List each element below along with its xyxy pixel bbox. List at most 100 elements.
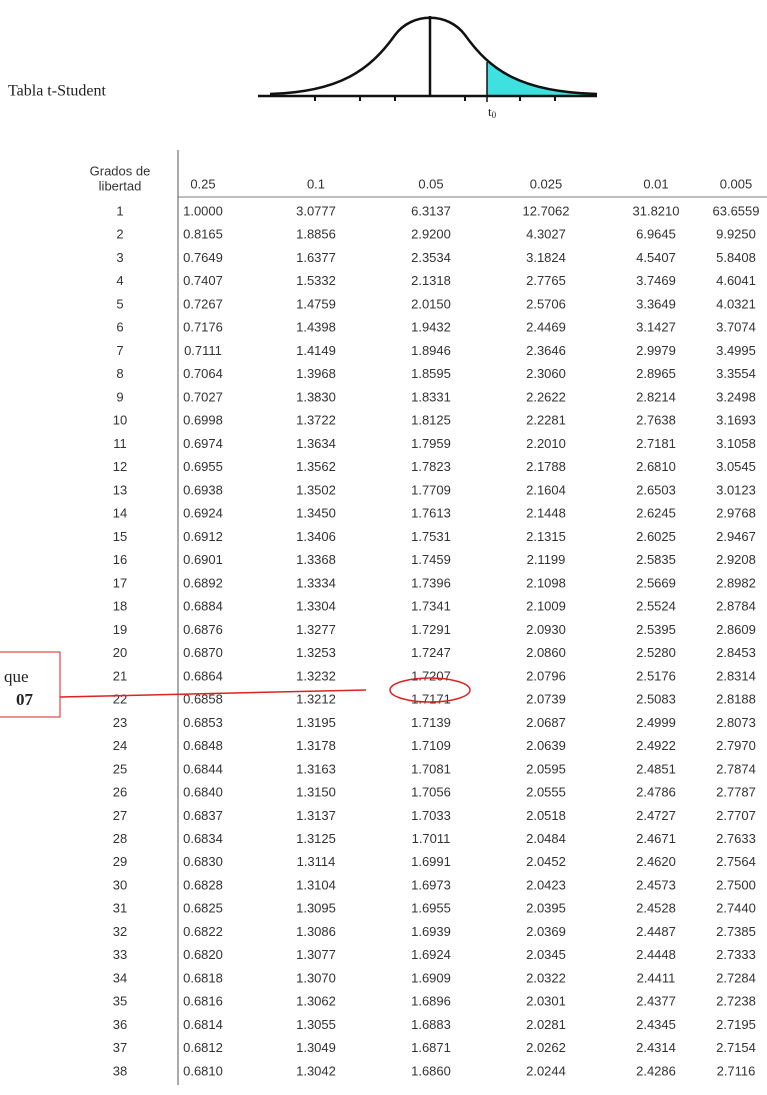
- cell: 1.8946: [411, 343, 451, 358]
- cell: 1.9432: [411, 320, 451, 335]
- cell: 2.1009: [526, 599, 566, 614]
- cell: 2.1315: [526, 529, 566, 544]
- cell: 3.1058: [716, 436, 756, 451]
- cell: 2.1788: [526, 459, 566, 474]
- t0: t: [488, 104, 492, 119]
- cell: 2.9208: [716, 552, 756, 567]
- cell: 0.6870: [183, 645, 223, 660]
- cell: 2.4620: [636, 854, 676, 869]
- cell: 2.8073: [716, 715, 756, 730]
- cell: 2.7638: [636, 413, 676, 428]
- cell: 1.3077: [296, 947, 336, 962]
- cell: 1.6955: [411, 901, 451, 916]
- df-cell: 3: [116, 250, 123, 265]
- cell: 2.4377: [636, 994, 676, 1009]
- cell: 2.0739: [526, 692, 566, 707]
- cell: 2.6503: [636, 482, 676, 497]
- cell: 2.0452: [526, 854, 566, 869]
- df-cell: 16: [113, 552, 127, 567]
- cell: 1.8331: [411, 389, 451, 404]
- cell: 2.0796: [526, 668, 566, 683]
- cell: 2.3060: [526, 366, 566, 381]
- df-cell: 4: [116, 273, 123, 288]
- cell: 2.7874: [716, 761, 756, 776]
- cell: 0.6820: [183, 947, 223, 962]
- cell: 2.1318: [411, 273, 451, 288]
- cell: 2.4528: [636, 901, 676, 916]
- cell: 0.6955: [183, 459, 223, 474]
- df-cell: 6: [116, 320, 123, 335]
- cell: 0.6974: [183, 436, 223, 451]
- cell: 1.7959: [411, 436, 451, 451]
- cell: 1.7613: [411, 506, 451, 521]
- cell: 1.7291: [411, 622, 451, 637]
- df-cell: 38: [113, 1063, 127, 1078]
- cell: 1.7341: [411, 599, 451, 614]
- cell: 2.0930: [526, 622, 566, 637]
- cell: 3.7074: [716, 320, 756, 335]
- cell: 2.4345: [636, 1017, 676, 1032]
- cell: 1.3562: [296, 459, 336, 474]
- cell: 0.6837: [183, 808, 223, 823]
- cell: 2.4786: [636, 785, 676, 800]
- df-cell: 12: [113, 459, 127, 474]
- cell: 2.1199: [527, 552, 566, 567]
- df-cell: 25: [113, 761, 127, 776]
- cell: 1.7081: [411, 761, 451, 776]
- cell: 1.3368: [296, 552, 336, 567]
- cell: 2.1448: [526, 506, 566, 521]
- cell: 3.1693: [716, 413, 756, 428]
- cell: 2.0423: [526, 877, 566, 892]
- cell: 0.6814: [183, 1017, 223, 1032]
- df-cell: 15: [113, 529, 127, 544]
- cell: 3.4995: [716, 343, 756, 358]
- cell: 2.2622: [526, 389, 566, 404]
- cell: 1.3086: [296, 924, 336, 939]
- cell: 0.7407: [183, 273, 223, 288]
- cell: 1.3450: [296, 506, 336, 521]
- cell: 1.3634: [296, 436, 336, 451]
- df-cell: 21: [113, 668, 127, 683]
- df-cell: 10: [113, 413, 127, 428]
- cell: 0.6810: [183, 1063, 223, 1078]
- cell: 2.8314: [716, 668, 756, 683]
- cell: 2.7787: [716, 785, 756, 800]
- cell: 2.8609: [716, 622, 756, 637]
- cell: 3.1824: [526, 250, 566, 265]
- cell: 2.4411: [637, 970, 676, 985]
- cell: 2.7116: [717, 1063, 756, 1078]
- annotation-text: que: [4, 667, 29, 686]
- df-cell: 24: [113, 738, 127, 753]
- cell: 2.7440: [716, 901, 756, 916]
- cell: 2.9467: [716, 529, 756, 544]
- cell: 2.7154: [716, 1040, 756, 1055]
- df-cell: 33: [113, 947, 127, 962]
- cell: 3.0777: [296, 203, 336, 218]
- cell: 2.0555: [526, 785, 566, 800]
- cell: 2.8784: [716, 599, 756, 614]
- cell: 2.5176: [636, 668, 676, 683]
- cell: 2.4487: [636, 924, 676, 939]
- df-cell: 35: [113, 994, 127, 1009]
- cell: 0.7176: [183, 320, 223, 335]
- df-cell: 5: [116, 296, 123, 311]
- df-cell: 34: [113, 970, 127, 985]
- cell: 2.4314: [636, 1040, 676, 1055]
- cell: 1.3104: [296, 877, 336, 892]
- annotation-value: 07: [16, 690, 34, 709]
- cell: 1.3062: [296, 994, 336, 1009]
- cell: 1.3830: [296, 389, 336, 404]
- cell: 0.6825: [183, 901, 223, 916]
- cell: 4.6041: [716, 273, 756, 288]
- cell: 2.7633: [716, 831, 756, 846]
- cell: 2.7970: [716, 738, 756, 753]
- cell: 1.3125: [296, 831, 336, 846]
- cell: 9.9250: [716, 227, 756, 242]
- cell: 0.6816: [183, 994, 223, 1009]
- cell: 2.7284: [716, 970, 756, 985]
- cell: 2.5706: [526, 296, 566, 311]
- cell: 2.2281: [526, 413, 566, 428]
- cell: 0.6822: [183, 924, 223, 939]
- cell: 2.3534: [411, 250, 451, 265]
